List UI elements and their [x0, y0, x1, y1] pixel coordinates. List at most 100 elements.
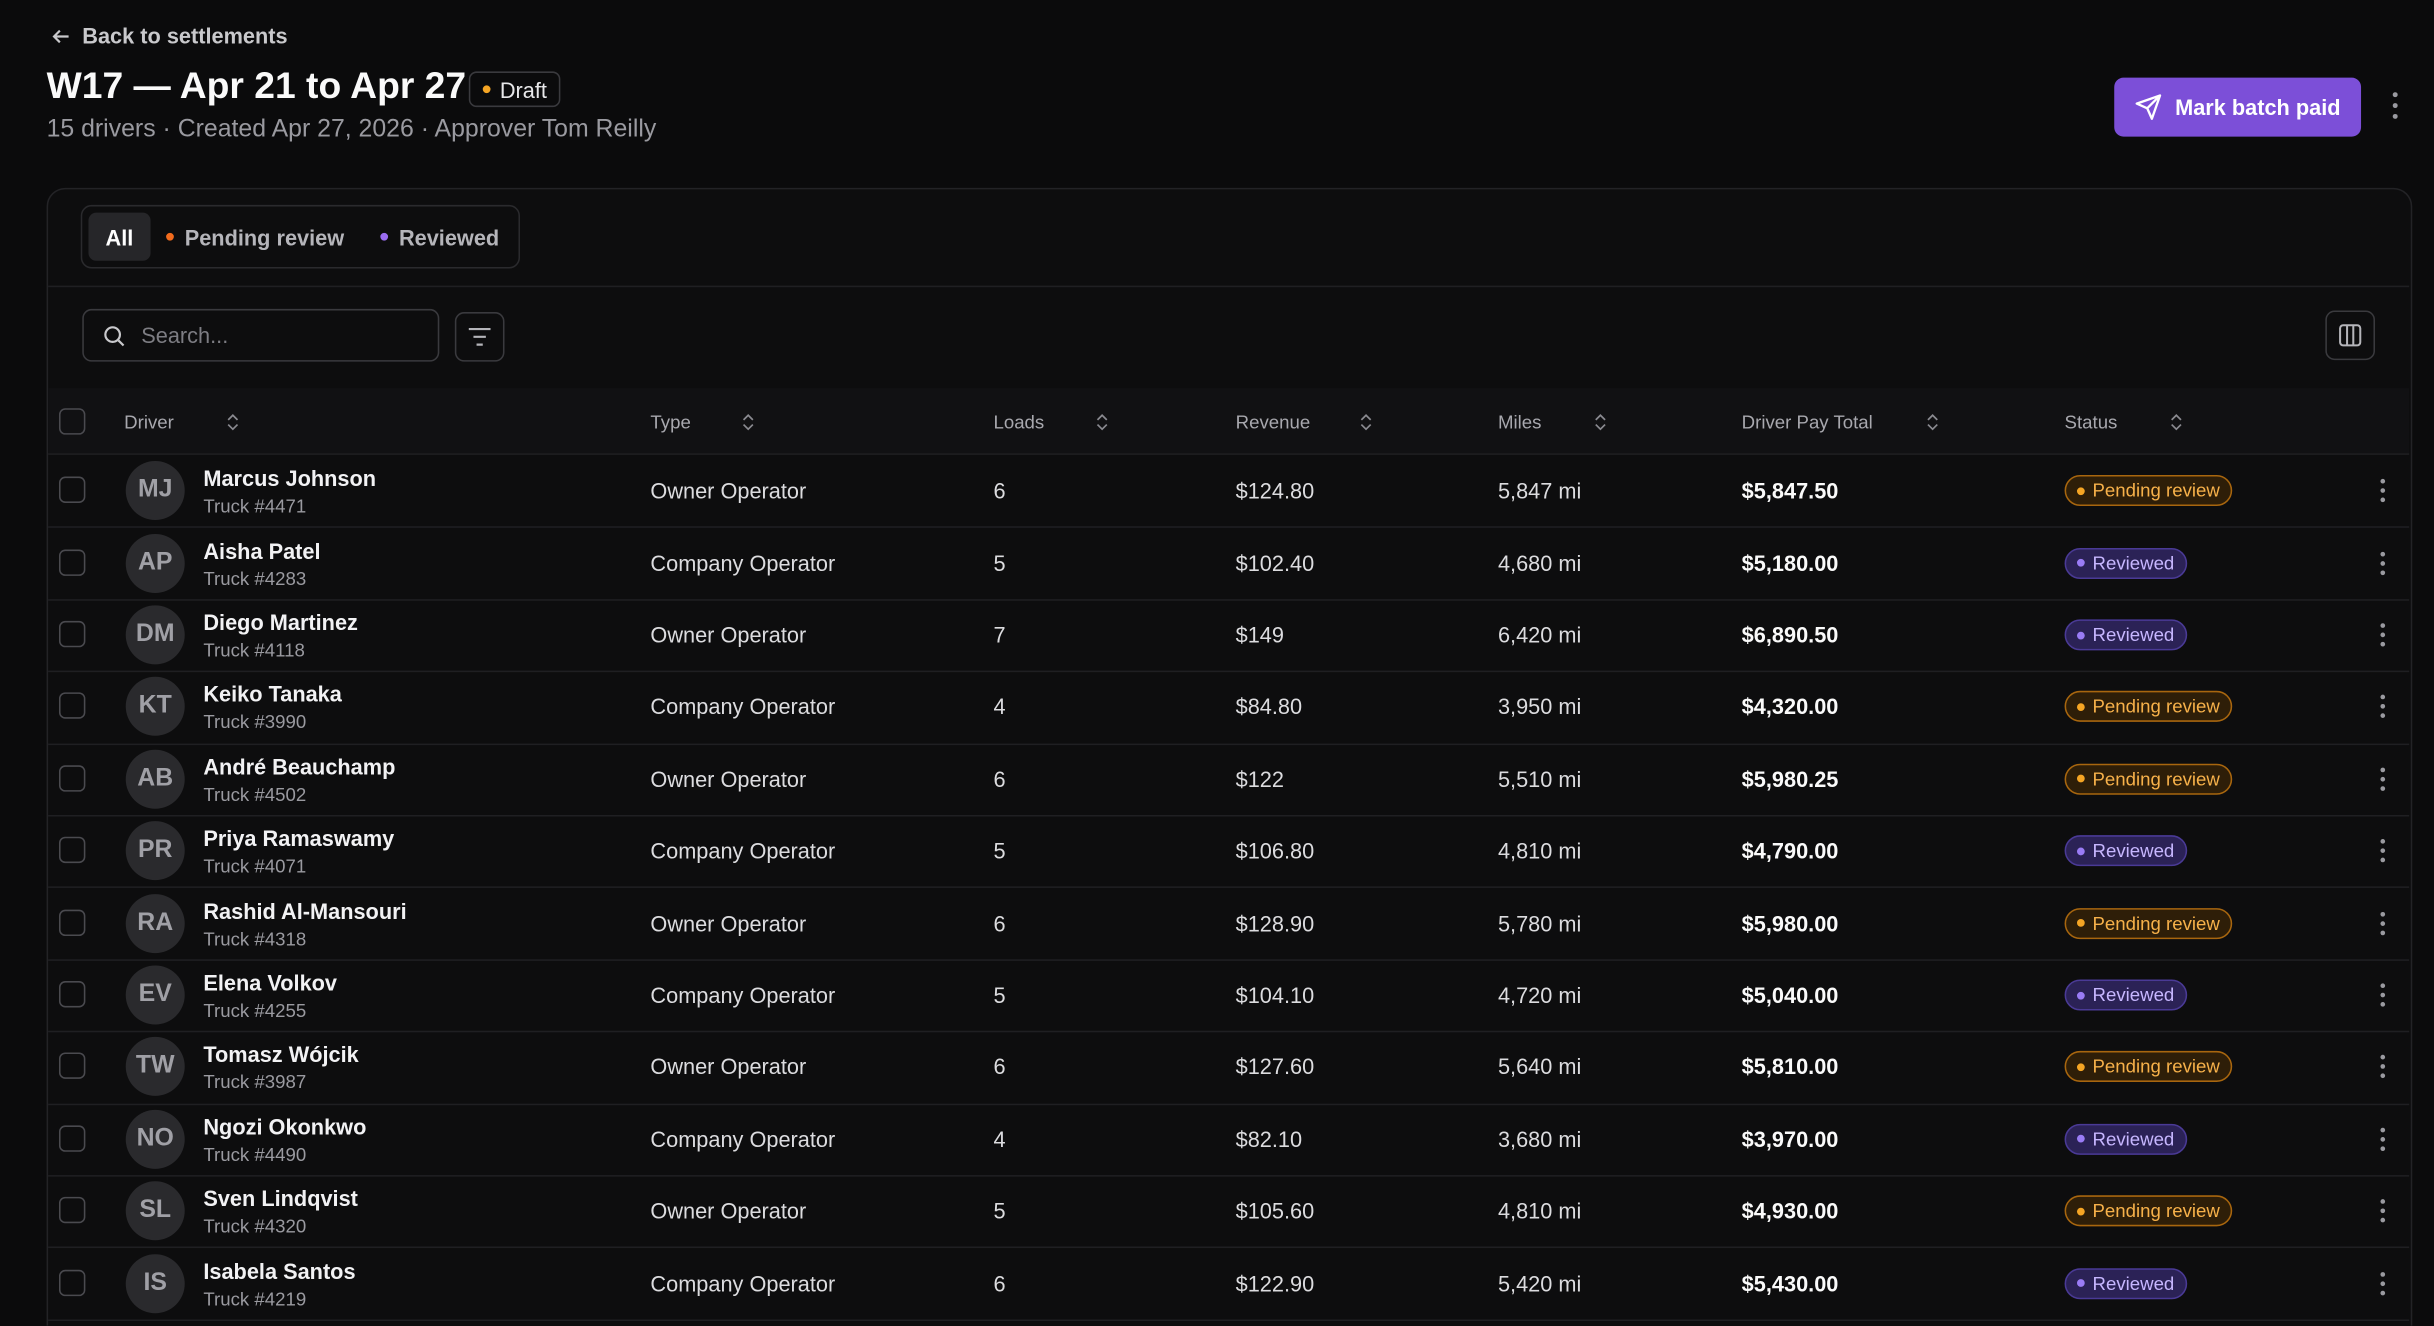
status-dot — [2076, 1135, 2085, 1143]
avatar: DM — [125, 605, 185, 665]
miles: 3,680 mi — [1497, 1126, 1582, 1152]
revenue: $104.10 — [1235, 982, 1315, 1008]
status-dot — [2076, 847, 2085, 855]
loads: 6 — [993, 1054, 1006, 1080]
row-menu[interactable] — [2377, 693, 2389, 721]
row-menu[interactable] — [2377, 1197, 2389, 1225]
divider — [48, 285, 2410, 288]
row-checkbox[interactable] — [58, 1269, 86, 1296]
avatar: PR — [125, 821, 185, 881]
sort-icon[interactable] — [1360, 413, 1372, 432]
status-text: Pending review — [2092, 768, 2220, 790]
page-meta: 15 drivers · Created Apr 27, 2026 · Appr… — [46, 116, 657, 143]
driver-name: Marcus Johnson — [203, 465, 377, 491]
sort-icon[interactable] — [1594, 413, 1606, 432]
mark-paid-button[interactable]: Mark batch paid — [2114, 77, 2362, 137]
status-text: Reviewed — [2092, 840, 2175, 862]
status-badge: Pending review — [2064, 1051, 2233, 1083]
row-divider — [48, 814, 2410, 817]
status-badge: Pending review — [2064, 763, 2233, 795]
page-title: W17 — Apr 21 to Apr 27 — [46, 65, 467, 108]
status-badge: Pending review — [2064, 907, 2233, 939]
truck-number: Truck #4071 — [203, 855, 307, 878]
row-checkbox[interactable] — [58, 1197, 86, 1224]
loads: 6 — [993, 910, 1006, 936]
tab[interactable]: Reviewed — [380, 213, 499, 261]
row-checkbox[interactable] — [58, 836, 86, 864]
driver-pay: $5,847.50 — [1741, 478, 1839, 504]
driver-name: Aisha Patel — [203, 538, 321, 563]
sort-icon[interactable] — [742, 413, 754, 432]
sort-icon[interactable] — [1096, 413, 1108, 432]
miles: 4,720 mi — [1497, 982, 1582, 1008]
column-header: Type — [650, 411, 691, 434]
status-dot — [2076, 631, 2085, 639]
miles: 4,680 mi — [1497, 550, 1582, 576]
driver-pay: $5,180.00 — [1741, 550, 1839, 576]
sort-icon[interactable] — [1926, 413, 1938, 432]
row-checkbox[interactable] — [58, 1053, 86, 1080]
miles: 5,640 mi — [1497, 1054, 1582, 1080]
sort-icon[interactable] — [2170, 413, 2182, 432]
truck-number: Truck #4283 — [203, 567, 307, 590]
driver-name: Elena Volkov — [203, 970, 338, 996]
select-all-checkbox[interactable] — [58, 408, 86, 435]
row-menu[interactable] — [2377, 1269, 2389, 1297]
status-badge: Reviewed — [2064, 979, 2187, 1011]
row-checkbox[interactable] — [58, 764, 86, 792]
truck-number: Truck #4471 — [203, 495, 307, 518]
row-menu[interactable] — [2377, 981, 2389, 1009]
back-text: Back to settlements — [82, 23, 288, 49]
truck-number: Truck #4320 — [203, 1215, 307, 1238]
status-dot — [2076, 558, 2085, 567]
row-menu[interactable] — [2377, 909, 2389, 937]
truck-number: Truck #4490 — [203, 1143, 307, 1166]
columns-button[interactable] — [2325, 310, 2376, 361]
driver-type: Company Operator — [650, 1270, 836, 1296]
column-header: Driver — [124, 411, 174, 434]
columns-icon — [2339, 324, 2362, 347]
avatar: AP — [125, 533, 185, 593]
row-menu[interactable] — [2377, 549, 2389, 577]
truck-number: Truck #4502 — [203, 783, 307, 806]
loads: 5 — [993, 1198, 1006, 1224]
send-icon — [2135, 94, 2162, 120]
row-menu[interactable] — [2377, 1125, 2389, 1153]
driver-pay: $5,430.00 — [1741, 1270, 1839, 1296]
driver-pay: $4,930.00 — [1741, 1198, 1839, 1224]
tab[interactable]: All — [88, 212, 151, 261]
driver-name: Ngozi Okonkwo — [203, 1114, 367, 1140]
row-menu[interactable] — [2377, 621, 2389, 649]
driver-type: Company Operator — [650, 982, 836, 1008]
row-menu[interactable] — [2377, 1053, 2389, 1081]
driver-type: Owner Operator — [650, 1054, 807, 1080]
search-input[interactable]: Search... — [82, 308, 440, 362]
row-menu[interactable] — [2377, 477, 2389, 505]
back-link[interactable]: Back to settlements — [50, 23, 288, 48]
row-menu[interactable] — [2377, 765, 2389, 793]
avatar: SL — [125, 1181, 185, 1241]
row-checkbox[interactable] — [58, 548, 86, 576]
miles: 4,810 mi — [1497, 1198, 1582, 1224]
row-checkbox[interactable] — [58, 476, 86, 504]
truck-number: Truck #3987 — [203, 1071, 307, 1094]
driver-pay: $4,790.00 — [1741, 838, 1839, 864]
row-checkbox[interactable] — [58, 1125, 86, 1152]
tab[interactable]: Pending review — [166, 213, 344, 261]
row-checkbox[interactable] — [58, 692, 86, 720]
row-checkbox[interactable] — [58, 620, 86, 648]
loads: 6 — [993, 478, 1006, 504]
sort-icon[interactable] — [227, 413, 239, 432]
more-button[interactable] — [2384, 90, 2406, 121]
row-checkbox[interactable] — [58, 981, 86, 1008]
status-badge: Pending review — [2064, 475, 2233, 507]
driver-name: Diego Martinez — [203, 610, 358, 635]
status-dot — [2076, 775, 2085, 783]
loads: 6 — [993, 1270, 1006, 1296]
row-checkbox[interactable] — [58, 909, 86, 936]
table-header — [48, 388, 2410, 454]
filter-button[interactable] — [454, 312, 505, 362]
column-header: Loads — [993, 411, 1045, 434]
avatar: IS — [125, 1253, 185, 1313]
row-menu[interactable] — [2377, 837, 2389, 865]
